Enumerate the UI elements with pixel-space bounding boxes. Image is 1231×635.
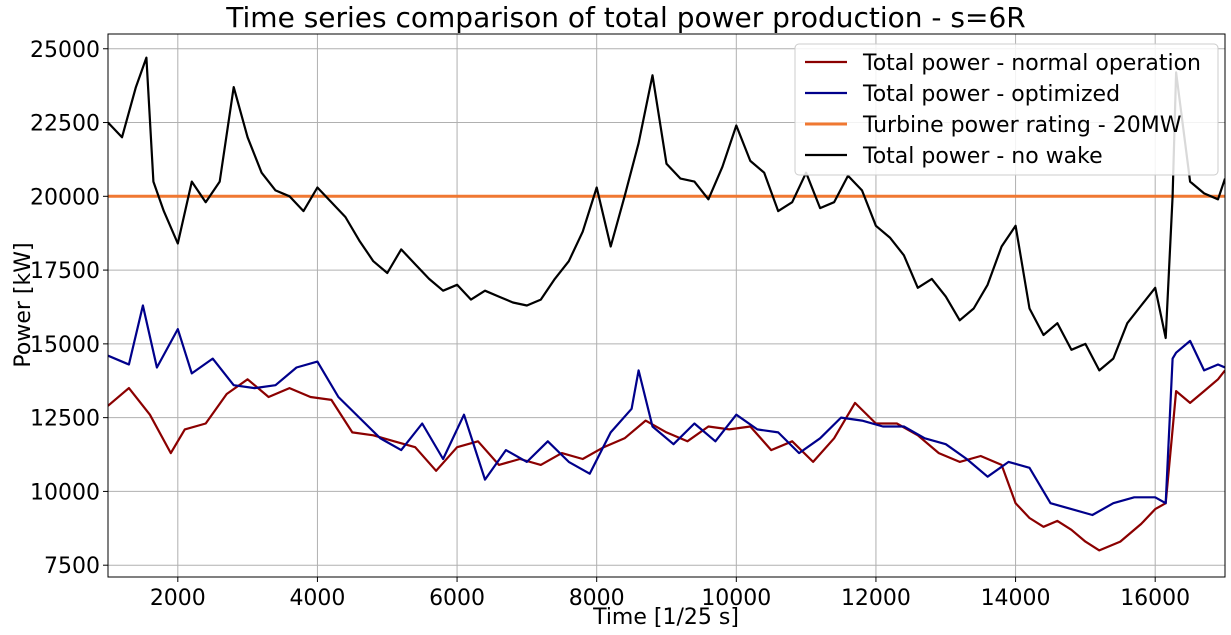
x-axis-label: Time [1/25 s] [592,605,739,630]
legend-box [794,43,1219,176]
y-axis-label: Power [kW] [11,242,36,367]
legend-label: Turbine power rating - 20MW [862,113,1182,138]
series-line-1 [108,304,1225,517]
series-line-0 [108,369,1225,552]
y-tick-label: 10000 [30,480,100,505]
legend-label: Total power - optimized [862,82,1120,107]
x-tick-label: 8000 [569,586,625,611]
y-tick-label: 7500 [44,554,100,579]
x-tick-label: 2000 [150,586,206,611]
legend-label: Total power - no wake [862,144,1103,169]
chart-title: Time series comparison of total power pr… [225,1,1025,34]
y-tick-label: 17500 [30,259,100,284]
y-tick-label: 20000 [30,185,100,210]
y-axis-ticks: 7500 10000 12500 15000 17500 20000 22500 25000 [30,38,108,579]
series-line-3 [108,56,1225,372]
x-tick-label: 4000 [289,586,345,611]
x-tick-label: 16000 [1120,586,1190,611]
legend-label: Total power - normal operation [862,51,1201,76]
x-tick-label: 12000 [841,586,911,611]
x-axis-ticks: 2000 4000 6000 8000 10000 12000 14000 16000 [150,577,1190,611]
y-tick-label: 25000 [30,38,100,63]
series-lines [108,56,1225,552]
x-tick-label: 6000 [429,586,485,611]
plot-frame [107,33,1226,578]
x-tick-label: 10000 [701,586,771,611]
y-tick-label: 12500 [30,407,100,432]
y-tick-label: 15000 [30,333,100,358]
x-tick-label: 14000 [981,586,1051,611]
legend: Total power - normal operation Total powe… [794,43,1219,176]
y-tick-label: 22500 [30,112,100,137]
